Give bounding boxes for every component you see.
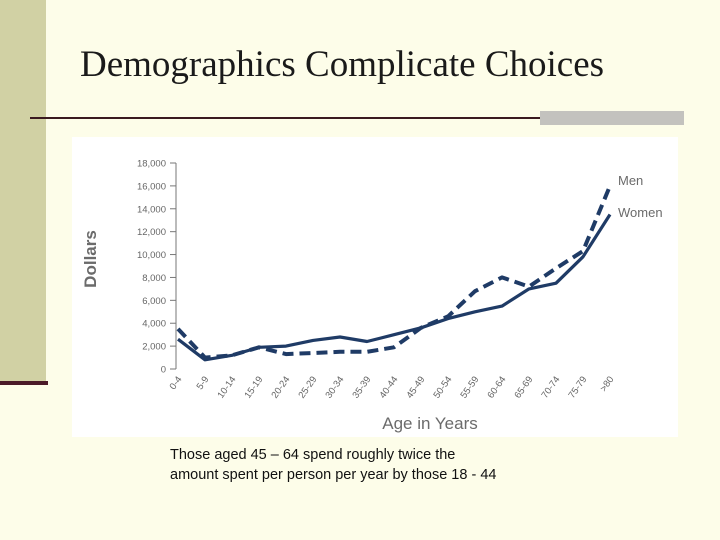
- x-tick-label: 70-74: [540, 374, 563, 400]
- title-divider: [30, 117, 540, 119]
- x-tick-label: 10-14: [216, 374, 239, 400]
- y-tick-label: 6,000: [142, 296, 166, 307]
- x-axis-title: Age in Years: [382, 414, 477, 433]
- chart-caption: Those aged 45 – 64 spend roughly twice t…: [170, 446, 690, 485]
- title-accent-bar: [540, 111, 684, 125]
- x-tick-label: 20-24: [270, 374, 293, 400]
- x-tick-label: 65-69: [513, 374, 536, 400]
- chart-panel: 0 2,000 4,000 6,000 8,000 10,000 12,000 14,000 1…: [72, 137, 678, 437]
- y-axis: 0 2,000 4,000 6,000 8,000 10,000 12,000 14,000 1…: [137, 159, 177, 376]
- x-tick-label: 25-29: [297, 374, 320, 400]
- y-tick-label: 14,000: [137, 204, 166, 215]
- legend-label-men: Men: [618, 173, 643, 188]
- y-tick-label: 10,000: [137, 250, 166, 261]
- x-tick-label: 40-44: [378, 374, 401, 400]
- y-tick-label: 2,000: [142, 342, 166, 353]
- caption-line-2: amount spent per person per year by thos…: [170, 466, 497, 483]
- series-lines: [176, 185, 612, 362]
- x-tick-label: 15-19: [243, 374, 266, 400]
- slide-title: Demographics Complicate Choices: [80, 44, 605, 85]
- sidebar-decoration: [0, 0, 46, 382]
- x-tick-label: 30-34: [324, 374, 347, 400]
- x-tick-label: 5-9: [195, 374, 212, 392]
- series-line-women: [177, 213, 612, 362]
- y-tick-label: 4,000: [142, 319, 166, 330]
- sidebar-accent-line: [0, 381, 48, 385]
- legend-label-women: Women: [618, 205, 663, 220]
- x-tick-label: 0-4: [168, 374, 185, 392]
- x-tick-label: 75-79: [567, 374, 590, 400]
- legend: Men Women: [618, 173, 663, 220]
- y-tick-label: 0: [161, 365, 166, 376]
- y-tick-label: 8,000: [142, 273, 166, 284]
- caption-line-1: Those aged 45 – 64 spend roughly twice t…: [170, 447, 456, 463]
- x-tick-label: 35-39: [351, 374, 374, 400]
- series-line-men: [176, 185, 612, 360]
- line-chart: 0 2,000 4,000 6,000 8,000 10,000 12,000 14,000 1…: [81, 159, 663, 434]
- x-tick-label: 50-54: [432, 374, 455, 400]
- y-tick-label: 18,000: [137, 159, 166, 170]
- x-tick-label: 45-49: [405, 374, 428, 400]
- x-tick-label: >80: [598, 374, 616, 394]
- y-tick-label: 16,000: [137, 181, 166, 192]
- y-tick-label: 12,000: [137, 227, 166, 238]
- x-axis: 0-4 5-9 10-14 15-19 20-24 25-29 30-34 35-39 40-4…: [168, 374, 617, 400]
- y-axis-title: Dollars: [81, 230, 100, 288]
- x-tick-label: 60-64: [486, 374, 509, 400]
- x-tick-label: 55-59: [459, 374, 482, 400]
